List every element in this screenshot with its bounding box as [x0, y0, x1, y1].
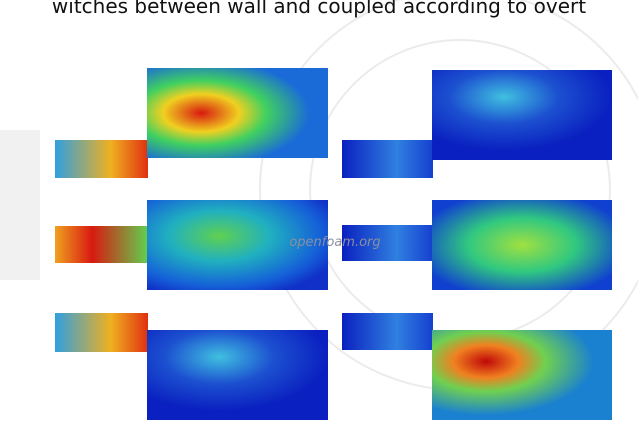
inlet: [55, 226, 148, 263]
inlet: [342, 140, 433, 178]
domain: [432, 70, 612, 160]
page: witches between wall and coupled accordi…: [0, 0, 638, 446]
inlet: [342, 313, 433, 350]
inlet: [55, 140, 148, 178]
watermark-text: openfoam.org: [289, 235, 380, 250]
figure: openfoam.org: [0, 0, 638, 446]
domain: [147, 68, 328, 158]
domain: [432, 200, 612, 290]
domain: [147, 330, 328, 420]
domain: [432, 330, 612, 420]
inlet: [55, 313, 148, 352]
